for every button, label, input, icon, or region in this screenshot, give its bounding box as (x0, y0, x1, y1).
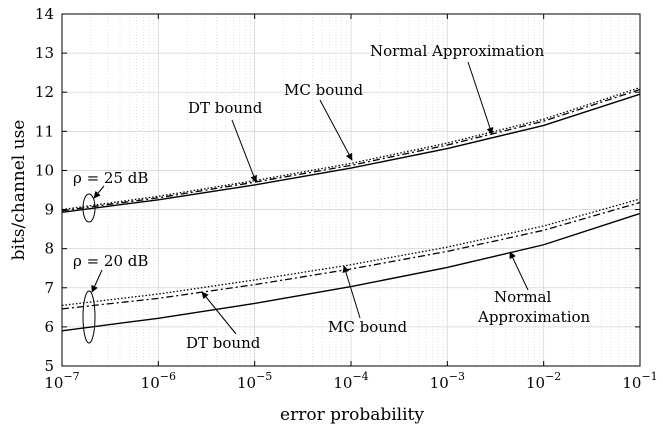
rho20-label: ρ = 20 dB (73, 252, 148, 270)
x-axis-label: error probability (280, 405, 424, 425)
x-tick-label: 10−7 (44, 370, 79, 392)
series-group (61, 86, 641, 332)
mc-bound-top-label: MC bound (284, 81, 364, 99)
series-line-0 (61, 93, 641, 213)
y-tick-label: 12 (35, 83, 54, 101)
mc-top-arrow (319, 99, 353, 161)
rho25-arrow (93, 185, 105, 199)
grid (62, 14, 640, 366)
normal-top-arrow (467, 61, 494, 135)
dt-bound-bottom-label: DT bound (186, 334, 261, 352)
y-tick-label: 8 (44, 240, 54, 258)
rho25-ellipse (82, 193, 96, 223)
series-line-3 (61, 212, 641, 332)
annotations: ρ = 25 dB ρ = 20 dB Normal Approximation… (73, 42, 591, 352)
x-tick-label: 10−4 (333, 370, 368, 392)
y-tick-label: 10 (35, 161, 54, 179)
y-tick-label: 7 (44, 279, 54, 297)
rho25-label: ρ = 25 dB (73, 169, 148, 187)
mc-bound-bottom-label: MC bound (328, 318, 408, 336)
y-tick-label: 13 (35, 44, 54, 62)
normal-approx-top-label: Normal Approximation (370, 42, 545, 60)
normal-bottom-arrow (509, 251, 529, 291)
x-tick-label: 10−2 (526, 370, 561, 392)
series-line-4 (61, 201, 641, 310)
normal-approx-bottom-label-1: Normal (494, 288, 551, 306)
rho20-ellipse (82, 290, 96, 344)
normal-approx-bottom-label-2: Approximation (477, 308, 591, 326)
y-tick-label: 5 (44, 357, 54, 375)
y-tick-label: 6 (44, 318, 54, 336)
y-axis-label: bits/channel use (9, 120, 29, 261)
x-tick-label: 10−1 (622, 370, 657, 392)
y-tick-label: 11 (35, 122, 54, 140)
mc-bottom-arrow (342, 265, 361, 319)
ticks: 10−7 10−6 10−5 10−4 10−3 10−2 10−1 5 6 7 8 9 10 11 12 1… (35, 5, 658, 392)
dt-top-arrow (231, 119, 257, 183)
dt-bottom-arrow (201, 291, 237, 335)
x-tick-label: 10−3 (430, 370, 465, 392)
y-tick-label: 14 (35, 5, 54, 23)
series-line-5 (61, 198, 641, 307)
x-tick-label: 10−5 (237, 370, 272, 392)
y-tick-label: 9 (44, 201, 54, 219)
series-line-2 (61, 86, 641, 211)
rho20-arrow (91, 269, 103, 293)
dt-bound-top-label: DT bound (188, 99, 263, 117)
x-tick-label: 10−6 (141, 370, 176, 392)
series-line-1 (61, 88, 641, 212)
